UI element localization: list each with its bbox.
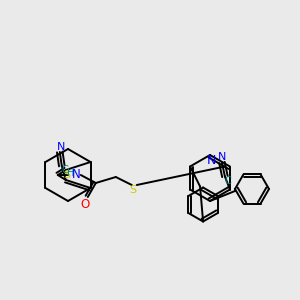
- Text: O: O: [80, 197, 89, 211]
- Text: N: N: [57, 142, 65, 152]
- Text: N: N: [206, 154, 216, 167]
- Text: S: S: [129, 185, 137, 195]
- Text: H: H: [67, 168, 74, 178]
- Text: N: N: [71, 167, 80, 181]
- Text: N: N: [218, 152, 226, 163]
- Text: C: C: [61, 165, 68, 175]
- Text: S: S: [63, 170, 70, 180]
- Text: C: C: [224, 176, 231, 187]
